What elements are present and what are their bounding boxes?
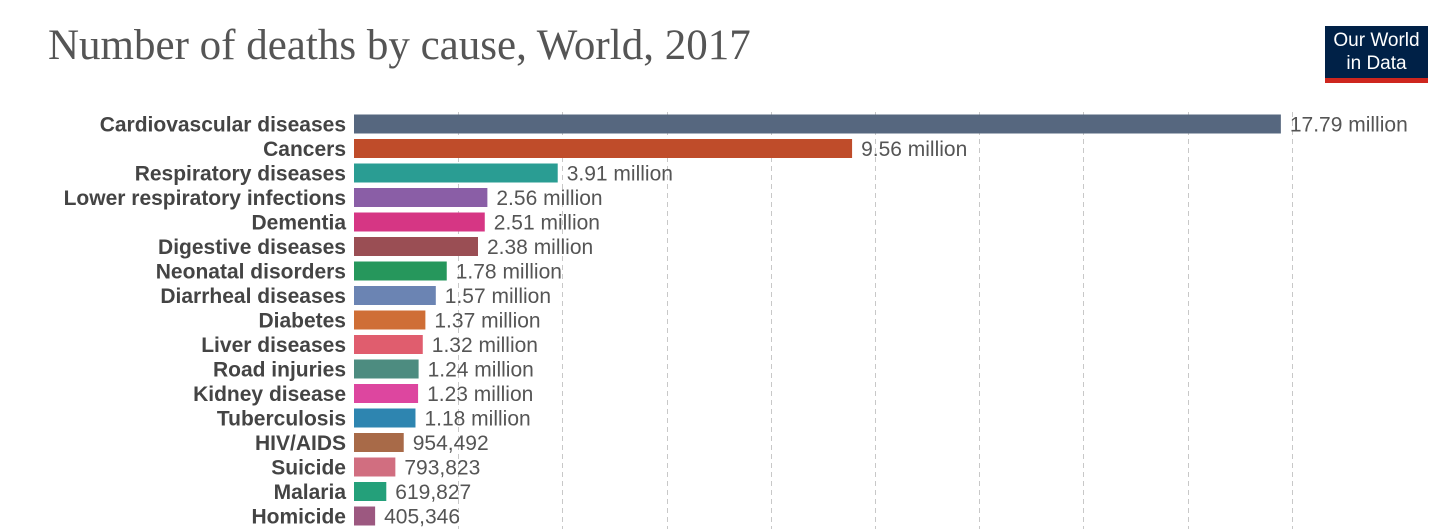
category-label: Road injuries <box>213 359 346 382</box>
value-label: 2.38 million <box>487 236 593 259</box>
value-label: 2.51 million <box>494 212 600 235</box>
owid-logo[interactable]: Our World in Data <box>1325 26 1428 83</box>
category-label: Digestive diseases <box>158 236 346 259</box>
bar[interactable] <box>354 310 426 330</box>
bar[interactable] <box>354 408 416 428</box>
value-label: 1.23 million <box>427 383 533 406</box>
logo-line-1: Our World <box>1333 30 1420 51</box>
value-label: 1.78 million <box>456 261 562 284</box>
value-label: 1.24 million <box>428 359 534 382</box>
category-label: Diabetes <box>258 310 346 333</box>
category-label: Dementia <box>251 212 346 235</box>
bar[interactable] <box>354 457 396 477</box>
value-label: 17.79 million <box>1290 114 1408 137</box>
chart-title: Number of deaths by cause, World, 2017 <box>48 22 751 69</box>
category-label: Liver diseases <box>201 334 346 357</box>
value-label: 793,823 <box>404 457 480 480</box>
category-label: Kidney disease <box>193 383 346 406</box>
value-label: 2.56 million <box>496 187 602 210</box>
category-label: Tuberculosis <box>217 408 346 431</box>
bar[interactable] <box>354 212 485 232</box>
bar[interactable] <box>354 286 436 305</box>
value-label: 405,346 <box>384 506 460 529</box>
bar[interactable] <box>354 433 404 452</box>
bar[interactable] <box>354 482 387 501</box>
category-label: Cardiovascular diseases <box>100 114 346 137</box>
value-label: 3.91 million <box>567 163 673 186</box>
bar[interactable] <box>354 237 478 256</box>
value-label: 954,492 <box>413 432 489 455</box>
category-label: Homicide <box>251 506 346 529</box>
bar[interactable] <box>354 114 1281 134</box>
bar[interactable] <box>354 163 558 183</box>
bar-layer <box>354 114 1281 526</box>
value-label: 1.57 million <box>445 285 551 308</box>
grid-layer <box>458 112 1293 529</box>
category-label: Diarrheal diseases <box>160 285 346 308</box>
category-label: Suicide <box>271 457 346 480</box>
bar[interactable] <box>354 139 853 158</box>
bar[interactable] <box>354 506 376 526</box>
logo-line-2: in Data <box>1346 53 1407 74</box>
bar[interactable] <box>354 335 423 354</box>
bar[interactable] <box>354 384 419 403</box>
category-label: Respiratory diseases <box>135 163 346 186</box>
bar[interactable] <box>354 188 488 207</box>
value-label: 9.56 million <box>861 138 967 161</box>
bar[interactable] <box>354 359 419 379</box>
category-label: HIV/AIDS <box>255 432 346 455</box>
value-label: 619,827 <box>395 481 471 504</box>
category-label: Cancers <box>263 138 346 161</box>
category-label: Malaria <box>274 481 347 504</box>
value-label: 1.18 million <box>424 408 530 431</box>
bar[interactable] <box>354 261 447 281</box>
value-label: 1.37 million <box>434 310 540 333</box>
label-layer: Cardiovascular diseases 17.79 million Canc… <box>64 114 1408 529</box>
value-label: 1.32 million <box>432 334 538 357</box>
category-label: Neonatal disorders <box>156 261 346 284</box>
category-label: Lower respiratory infections <box>64 187 346 210</box>
